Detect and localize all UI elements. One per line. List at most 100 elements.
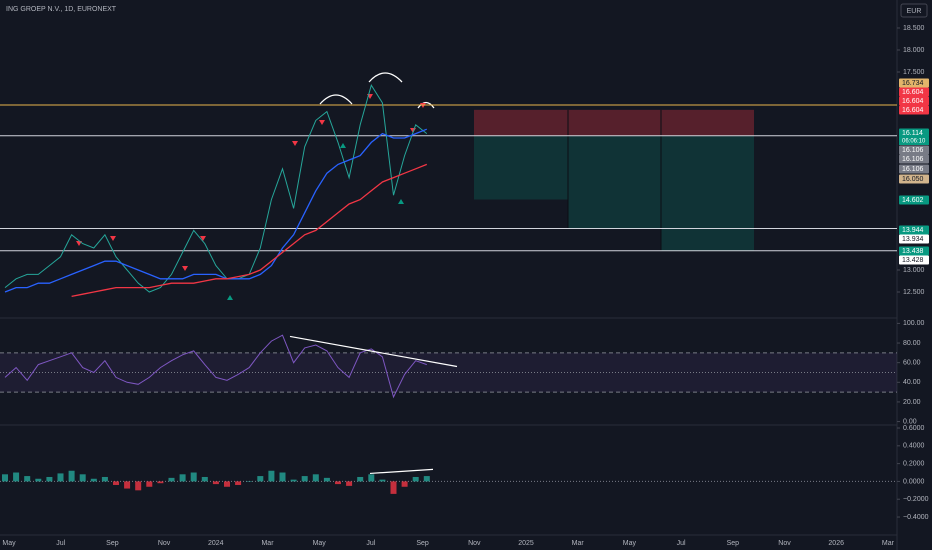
y-tick-label: 0.00 <box>903 418 917 425</box>
macd-bar <box>279 472 286 482</box>
price-label-bg <box>899 87 929 97</box>
macd-bar <box>101 476 108 482</box>
price-label-bg <box>899 234 929 244</box>
macd-bar <box>135 481 142 491</box>
price-label-bg <box>899 225 929 235</box>
marker <box>227 295 233 300</box>
macd-bar <box>323 477 330 482</box>
target-zone <box>568 135 661 229</box>
macd-bar <box>257 476 264 482</box>
macd-bar <box>35 478 42 482</box>
x-tick-label: Mar <box>261 540 274 547</box>
x-tick-label: Mar <box>572 540 585 547</box>
price-label: 16.734 <box>902 80 924 87</box>
y-tick-label: 18.500 <box>903 25 925 32</box>
macd-bar <box>168 477 175 482</box>
price-label: 14.602 <box>902 197 924 204</box>
macd-bar <box>390 481 397 494</box>
currency-box[interactable] <box>900 3 928 18</box>
x-tick-label: Sep <box>727 540 740 547</box>
macd-bar <box>2 474 8 482</box>
macd-bar <box>201 476 208 482</box>
price-label: 16.106 <box>902 166 924 173</box>
macd-bar <box>46 476 53 482</box>
price-label: 16.604 <box>902 107 924 114</box>
macd-bar <box>79 474 86 482</box>
series-line <box>4 128 428 293</box>
x-tick-label: 2024 <box>208 540 224 547</box>
y-tick-label: 0.4000 <box>903 443 925 450</box>
marker <box>420 103 426 108</box>
y-tick-label: 17.500 <box>903 69 925 76</box>
price-label-bg <box>899 154 929 164</box>
y-tick-label: −0.4000 <box>903 514 929 521</box>
macd-bar <box>113 481 119 485</box>
macd-bar <box>357 476 364 482</box>
x-tick-label: Sep <box>416 540 429 547</box>
price-label: 13.934 <box>902 236 924 243</box>
countdown: 06:06:10 <box>902 139 926 145</box>
macd-bar <box>57 473 64 482</box>
arc <box>417 101 435 109</box>
price-label: 16.106 <box>902 156 924 163</box>
series-line <box>71 163 428 298</box>
rsi-trendline <box>289 335 458 368</box>
macd-bar <box>412 476 419 482</box>
macd-bar <box>124 481 131 489</box>
x-tick-label: 2025 <box>518 540 534 547</box>
arc <box>368 72 403 83</box>
price-label-bg <box>899 164 929 174</box>
price-label-bg <box>899 246 929 256</box>
x-tick-label: Sep <box>106 540 119 547</box>
macd-bar <box>90 478 97 482</box>
macd-bar <box>379 479 386 482</box>
x-tick-label: Nov <box>158 540 171 547</box>
macd-bar <box>235 481 242 485</box>
y-tick-label: 60.00 <box>903 360 921 367</box>
chart-title: ING GROEP N.V., 1D, EURONEXT <box>6 6 117 13</box>
signal-markers <box>227 143 404 300</box>
stop-zone <box>474 109 754 136</box>
macd-bar <box>146 481 153 487</box>
rsi-line <box>4 334 427 399</box>
x-tick-label: Nov <box>778 540 791 547</box>
macd-bar <box>24 476 31 482</box>
marker <box>182 266 188 271</box>
price-label: 16.604 <box>902 98 924 105</box>
macd-bar <box>346 481 353 486</box>
price-label-bg <box>899 128 929 138</box>
x-tick-label: May <box>2 540 16 547</box>
macd-bar <box>190 472 197 482</box>
macd-bar <box>290 479 297 482</box>
marker <box>319 120 325 125</box>
arc <box>319 94 353 105</box>
price-label-bg <box>899 145 929 155</box>
macd-bar <box>68 470 75 482</box>
marker <box>110 236 116 241</box>
price-label-bg <box>899 78 929 88</box>
macd-bar <box>224 481 230 487</box>
y-tick-label: 0.6000 <box>903 425 925 432</box>
price-label: 16.114 <box>902 130 923 137</box>
price-label: 13.428 <box>902 257 924 264</box>
macd-bar <box>335 481 341 485</box>
marker <box>398 199 404 204</box>
price-label: 13.438 <box>902 248 924 255</box>
x-tick-label: Jul <box>677 540 686 547</box>
price-label: 16.604 <box>902 89 924 96</box>
y-tick-label: 100.00 <box>903 320 925 327</box>
y-tick-label: 40.00 <box>903 379 921 386</box>
macd-bar <box>401 481 408 487</box>
x-tick-label: May <box>623 540 637 547</box>
macd-bar <box>301 476 308 482</box>
marker <box>340 143 346 148</box>
price-label: 16.050 <box>902 176 924 183</box>
pattern-arcs <box>319 72 435 109</box>
target-zone <box>661 135 754 251</box>
macd-bar <box>13 472 20 482</box>
currency[interactable]: EUR <box>907 8 922 15</box>
macd-bar <box>157 481 164 484</box>
price-label-bg <box>899 174 929 184</box>
